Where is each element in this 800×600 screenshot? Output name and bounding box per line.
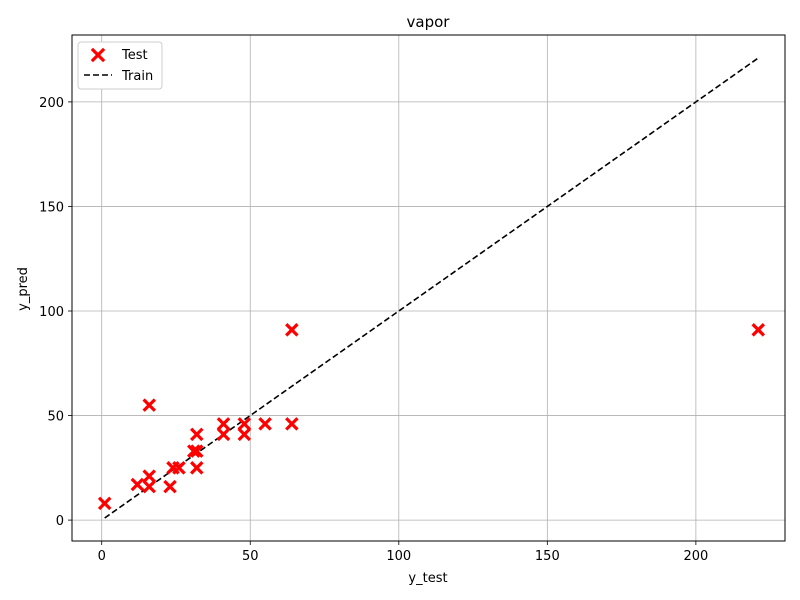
train-line	[104, 57, 759, 519]
x-tick-label: 50	[242, 549, 259, 564]
plot-area	[72, 35, 785, 541]
x-tick-label: 200	[683, 549, 708, 564]
legend-train-label: Train	[121, 69, 153, 84]
x-tick-label: 0	[98, 549, 106, 564]
test-point	[751, 323, 766, 337]
legend-test-label: Test	[121, 48, 148, 63]
test-point	[258, 417, 272, 431]
plot-frame	[71, 34, 786, 542]
test-point	[142, 398, 157, 412]
y-axis-ticks: 0 50 100 150 200	[39, 96, 72, 529]
test-point	[237, 427, 252, 442]
test-point	[285, 323, 299, 337]
x-tick-label: 100	[386, 549, 411, 564]
test-point	[142, 479, 157, 494]
test-point	[237, 417, 252, 431]
test-point	[172, 461, 186, 475]
legend: Test Train	[77, 41, 163, 90]
x-axis-ticks: 0 50 100 150 200	[98, 541, 708, 564]
chart-title: vapor	[407, 13, 451, 31]
legend-test-marker	[90, 47, 106, 63]
y-axis-label: y_pred	[16, 267, 31, 311]
test-point	[190, 444, 204, 458]
y-tick-label: 50	[47, 410, 64, 425]
test-series	[97, 323, 766, 511]
test-point	[130, 477, 145, 492]
test-point	[97, 496, 112, 511]
test-point	[285, 417, 299, 431]
test-point	[187, 444, 201, 458]
test-point	[163, 479, 177, 494]
train-series	[104, 57, 759, 519]
y-tick-label: 100	[39, 305, 64, 320]
x-axis-label: y_test	[408, 571, 447, 586]
test-point	[216, 427, 231, 442]
x-tick-label: 150	[535, 549, 560, 564]
y-tick-label: 150	[39, 200, 64, 215]
test-point	[216, 417, 231, 431]
test-point	[190, 461, 204, 475]
y-tick-label: 0	[56, 514, 64, 529]
y-tick-label: 200	[39, 96, 64, 111]
test-point	[190, 427, 204, 442]
grid	[72, 35, 785, 541]
test-point	[142, 469, 157, 483]
